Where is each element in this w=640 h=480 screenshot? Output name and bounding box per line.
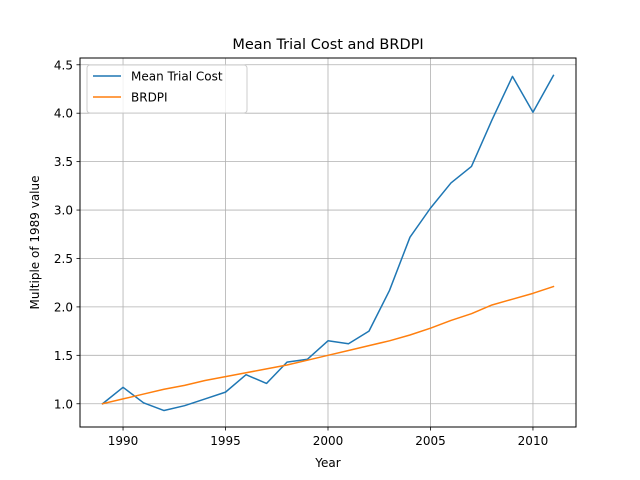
legend-box: [86, 64, 248, 114]
y-tick-label: 1.0: [54, 397, 73, 411]
x-tick-label: 1990: [108, 434, 139, 448]
y-axis-label: Multiple of 1989 value: [28, 176, 42, 310]
legend-label-mean-trial-cost: Mean Trial Cost: [131, 70, 223, 84]
y-tick-label: 2.5: [54, 252, 73, 266]
x-axis-label: Year: [314, 456, 340, 470]
x-tick-label: 2000: [313, 434, 344, 448]
series-lines: [101, 74, 555, 412]
chart-title: Mean Trial Cost and BRDPI: [232, 37, 423, 53]
y-tick-label: 4.5: [54, 58, 73, 72]
x-tick-label: 2010: [518, 434, 549, 448]
axis-ticks: 1990 1995 2000 2005 2010 1.0 1.5 2.0 2.5 3.0 3.5 4.…: [54, 58, 548, 448]
y-tick-label: 1.5: [54, 349, 73, 363]
series-line-brdpi: [101, 285, 555, 405]
x-tick-label: 1995: [210, 434, 241, 448]
y-tick-label: 2.0: [54, 300, 73, 314]
legend: Mean Trial Cost BRDPI: [86, 64, 248, 114]
grid: [80, 58, 576, 427]
y-tick-label: 4.0: [54, 107, 73, 121]
x-tick-label: 2005: [415, 434, 446, 448]
y-tick-label: 3.0: [54, 204, 73, 218]
y-tick-label: 3.5: [54, 155, 73, 169]
series-line-mean-trial-cost: [101, 74, 555, 412]
legend-label-brdpi: BRDPI: [131, 91, 168, 105]
